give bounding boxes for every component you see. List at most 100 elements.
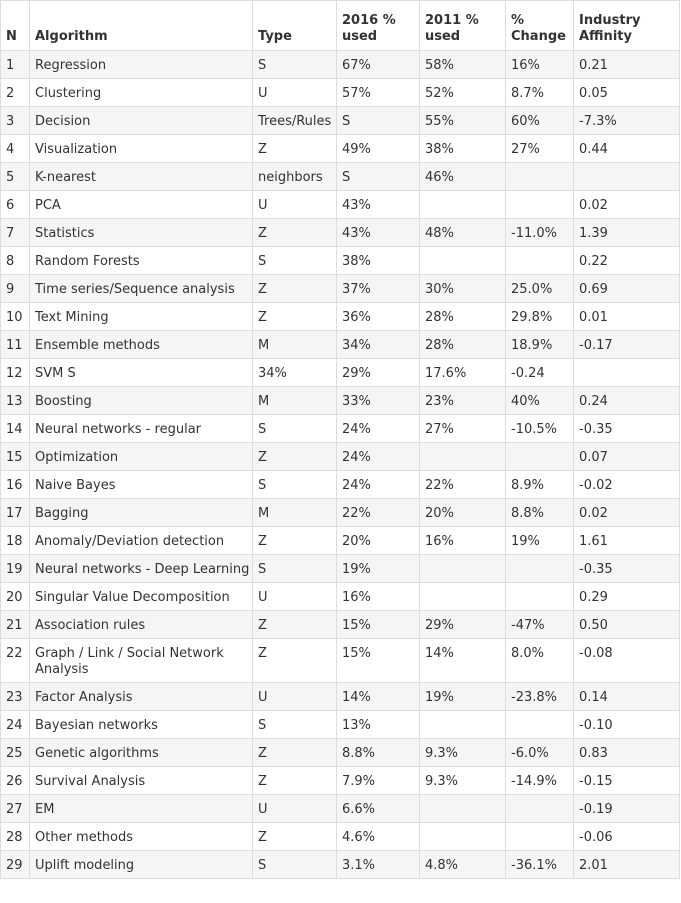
cell-2011-used (419, 710, 506, 739)
algorithm-usage-table: N Algorithm Type 2016 % used 2011 % used… (0, 0, 680, 879)
cell-n: 4 (0, 134, 30, 163)
cell-industry-affinity: -0.35 (573, 554, 680, 583)
cell-2011-used: 19% (419, 682, 506, 711)
cell-2016-used: 24% (336, 414, 420, 443)
cell-industry-affinity: 0.83 (573, 738, 680, 767)
cell-algorithm: Decision (29, 106, 253, 135)
table-header: N Algorithm Type 2016 % used 2011 % used… (0, 0, 680, 51)
cell-n: 14 (0, 414, 30, 443)
table-row: 11 Ensemble methods M 34% 28% 18.9% -0.17 (0, 330, 680, 359)
header-2011-used: 2011 % used (419, 0, 506, 51)
cell-change (505, 190, 574, 219)
cell-algorithm: Anomaly/Deviation detection (29, 526, 253, 555)
cell-change: -36.1% (505, 850, 574, 879)
cell-2016-used: 6.6% (336, 794, 420, 823)
cell-type: M (252, 386, 337, 415)
table-row: 10 Text Mining Z 36% 28% 29.8% 0.01 (0, 302, 680, 331)
cell-type: neighbors (252, 162, 337, 191)
table-row: 1 Regression S 67% 58% 16% 0.21 (0, 50, 680, 79)
cell-algorithm: EM (29, 794, 253, 823)
cell-2016-used: 24% (336, 442, 420, 471)
table-row: 27 EM U 6.6% -0.19 (0, 794, 680, 823)
cell-2011-used: 14% (419, 638, 506, 683)
table-body: 1 Regression S 67% 58% 16% 0.21 2 Clustering U 57%… (0, 50, 680, 879)
cell-algorithm: SVM S (29, 358, 253, 387)
table-row: 8 Random Forests S 38% 0.22 (0, 246, 680, 275)
table-row: 21 Association rules Z 15% 29% -47% 0.50 (0, 610, 680, 639)
cell-2011-used: 20% (419, 498, 506, 527)
table-row: 7 Statistics Z 43% 48% -11.0% 1.39 (0, 218, 680, 247)
cell-change: 8.0% (505, 638, 574, 683)
cell-change: 8.7% (505, 78, 574, 107)
cell-algorithm: Graph / Link / Social Network Analysis (29, 638, 253, 683)
cell-2011-used (419, 442, 506, 471)
cell-n: 7 (0, 218, 30, 247)
cell-2016-used: 24% (336, 470, 420, 499)
cell-n: 9 (0, 274, 30, 303)
cell-2011-used: 9.3% (419, 766, 506, 795)
cell-type: Z (252, 526, 337, 555)
cell-industry-affinity: 2.01 (573, 850, 680, 879)
cell-type: 34% (252, 358, 337, 387)
cell-change: 40% (505, 386, 574, 415)
cell-n: 1 (0, 50, 30, 79)
cell-algorithm: Ensemble methods (29, 330, 253, 359)
cell-type: S (252, 246, 337, 275)
cell-n: 5 (0, 162, 30, 191)
cell-type: Z (252, 766, 337, 795)
cell-industry-affinity: 0.02 (573, 190, 680, 219)
cell-2016-used: 8.8% (336, 738, 420, 767)
header-n: N (0, 0, 30, 51)
cell-change: 16% (505, 50, 574, 79)
cell-change (505, 162, 574, 191)
cell-change (505, 554, 574, 583)
cell-algorithm: Regression (29, 50, 253, 79)
cell-algorithm: Neural networks - Deep Learning (29, 554, 253, 583)
cell-2016-used: 37% (336, 274, 420, 303)
cell-type: S (252, 850, 337, 879)
cell-algorithm: Association rules (29, 610, 253, 639)
cell-industry-affinity: 0.50 (573, 610, 680, 639)
cell-type: Z (252, 638, 337, 683)
header-algorithm: Algorithm (29, 0, 253, 51)
cell-type: M (252, 330, 337, 359)
cell-industry-affinity: 0.29 (573, 582, 680, 611)
cell-industry-affinity: 0.21 (573, 50, 680, 79)
cell-industry-affinity: 0.22 (573, 246, 680, 275)
cell-2011-used: 27% (419, 414, 506, 443)
cell-n: 17 (0, 498, 30, 527)
cell-2011-used (419, 582, 506, 611)
cell-change (505, 794, 574, 823)
cell-industry-affinity: -0.17 (573, 330, 680, 359)
cell-change: -10.5% (505, 414, 574, 443)
header-row: N Algorithm Type 2016 % used 2011 % used… (0, 0, 680, 51)
cell-algorithm: Survival Analysis (29, 766, 253, 795)
cell-2016-used: 7.9% (336, 766, 420, 795)
cell-change: 8.8% (505, 498, 574, 527)
cell-2011-used: 9.3% (419, 738, 506, 767)
cell-2011-used (419, 822, 506, 851)
cell-industry-affinity: -7.3% (573, 106, 680, 135)
cell-n: 19 (0, 554, 30, 583)
cell-2011-used (419, 794, 506, 823)
cell-2011-used: 4.8% (419, 850, 506, 879)
cell-2016-used: S (336, 106, 420, 135)
table-row: 29 Uplift modeling S 3.1% 4.8% -36.1% 2.01 (0, 850, 680, 879)
cell-type: S (252, 554, 337, 583)
cell-change (505, 246, 574, 275)
cell-n: 10 (0, 302, 30, 331)
cell-2016-used: 57% (336, 78, 420, 107)
cell-change: 25.0% (505, 274, 574, 303)
table-row: 16 Naive Bayes S 24% 22% 8.9% -0.02 (0, 470, 680, 499)
cell-2016-used: 4.6% (336, 822, 420, 851)
header-industry-affinity: Industry Affinity (573, 0, 680, 51)
cell-change: 60% (505, 106, 574, 135)
cell-2011-used: 52% (419, 78, 506, 107)
cell-2011-used: 28% (419, 330, 506, 359)
cell-type: M (252, 498, 337, 527)
cell-2011-used: 30% (419, 274, 506, 303)
cell-2016-used: 20% (336, 526, 420, 555)
cell-change: -23.8% (505, 682, 574, 711)
cell-algorithm: Bagging (29, 498, 253, 527)
cell-industry-affinity: 1.39 (573, 218, 680, 247)
